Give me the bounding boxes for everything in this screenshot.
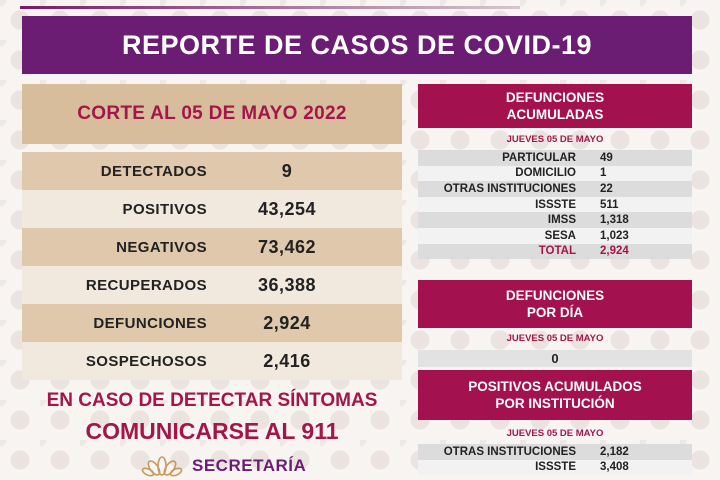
row-value: 1 (600, 167, 607, 180)
table-row: ISSSTE 511 (418, 196, 692, 213)
warning-line-2: COMUNICARSE AL 911 (85, 418, 339, 444)
table-row: ISSSTE 3,408 (418, 459, 692, 476)
row-label: OTRAS INSTITUCIONES (443, 445, 576, 458)
stat-row-sospechosos: SOSPECHOSOS 2,416 (22, 342, 402, 380)
deaths-accum-title-1: DEFUNCIONES (505, 90, 605, 105)
table-row: OTRAS INSTITUCIONES 2,182 (418, 444, 692, 460)
deaths-accum-header: DEFUNCIONES ACUMULADAS (418, 84, 692, 128)
deaths-daily-title-2: POR DÍA (526, 305, 584, 320)
stat-row-recuperados: RECUPERADOS 36,388 (22, 266, 402, 304)
stat-label: DETECTADOS (100, 162, 207, 180)
positives-inst-header: POSITIVOS ACUMULADOS POR INSTITUCIÓN (418, 370, 692, 420)
deaths-daily-value-row: 0 (418, 350, 692, 367)
row-value: 22 (600, 182, 613, 195)
row-value: 2,924 (600, 245, 629, 258)
stat-value: 2,416 (263, 350, 311, 371)
table-row: OTRAS INSTITUCIONES 22 (418, 181, 692, 197)
row-value: 49 (600, 151, 613, 164)
row-label: OTRAS INSTITUCIONES (443, 182, 576, 195)
cutoff-header: CORTE AL 05 DE MAYO 2022 (22, 84, 402, 144)
flower-emblem-icon (141, 456, 183, 477)
table-row: PARTICULAR 49 (418, 150, 692, 166)
stat-row-defunciones: DEFUNCIONES 2,924 (22, 304, 402, 342)
stat-row-positivos: POSITIVOS 43,254 (22, 190, 402, 228)
positives-inst-date: JUEVES 05 DE MAYO (506, 428, 604, 439)
top-accent-line (20, 6, 520, 9)
stat-value: 2,924 (263, 312, 311, 333)
table-row: SESA 1,023 (418, 227, 692, 244)
deaths-accum-table: PARTICULAR 49 DOMICILIO 1 OTRAS INSTITUC… (418, 150, 692, 260)
row-label: TOTAL (538, 245, 576, 258)
stat-value: 9 (281, 160, 293, 181)
row-label: PARTICULAR (502, 151, 576, 164)
stat-label: SOSPECHOSOS (85, 352, 207, 370)
logo-text: SECRETARÍA (192, 456, 307, 475)
report-title: REPORTE DE CASOS DE COVID-19 (121, 29, 593, 60)
deaths-daily-date: JUEVES 05 DE MAYO (506, 333, 604, 344)
ministry-logo: SECRETARÍA (140, 452, 306, 480)
row-label: IMSS (547, 214, 576, 227)
stat-list: DETECTADOS 9 POSITIVOS 43,254 NEGATIVOS … (22, 152, 402, 380)
table-row: IMSS 1,318 (418, 212, 692, 228)
row-value: 1,318 (600, 214, 629, 227)
row-label: SESA (544, 229, 576, 242)
row-label: ISSSTE (535, 461, 576, 474)
row-value: 2,182 (600, 445, 629, 458)
stat-label: DEFUNCIONES (93, 314, 207, 332)
stat-row-negativos: NEGATIVOS 73,462 (22, 228, 402, 266)
deaths-accum-date: JUEVES 05 DE MAYO (506, 134, 604, 145)
deaths-daily-title-1: DEFUNCIONES (505, 288, 605, 303)
row-value: 1,023 (600, 229, 629, 242)
cutoff-date: CORTE AL 05 DE MAYO 2022 (77, 103, 347, 124)
deaths-daily-header: DEFUNCIONES POR DÍA (418, 280, 692, 328)
stat-value: 36,388 (257, 274, 317, 295)
table-row-total: TOTAL 2,924 (418, 243, 692, 260)
summary-panel: CORTE AL 05 DE MAYO 2022 DETECTADOS 9 PO… (22, 84, 402, 380)
deaths-daily-value: 0 (551, 351, 559, 366)
stat-label: NEGATIVOS (116, 238, 207, 256)
stat-label: RECUPERADOS (85, 276, 207, 294)
row-label: DOMICILIO (515, 167, 576, 180)
row-value: 3,408 (600, 461, 629, 474)
warning-line-1: EN CASO DE DETECTAR SÍNTOMAS (46, 390, 378, 411)
stat-row-detectados: DETECTADOS 9 (22, 152, 402, 190)
deaths-accum-title-2: ACUMULADAS (506, 107, 604, 122)
row-value: 511 (600, 198, 619, 211)
stat-label: POSITIVOS (122, 200, 207, 218)
positives-inst-table: OTRAS INSTITUCIONES 2,182 ISSSTE 3,408 (418, 444, 692, 476)
stat-value: 73,462 (257, 236, 317, 257)
table-row: DOMICILIO 1 (418, 165, 692, 182)
stat-value: 43,254 (257, 198, 317, 219)
report-title-bar: REPORTE DE CASOS DE COVID-19 (22, 16, 692, 74)
positives-inst-title-2: POR INSTITUCIÓN (495, 396, 615, 411)
row-label: ISSSTE (535, 198, 576, 211)
positives-inst-title-1: POSITIVOS ACUMULADOS (468, 379, 642, 394)
